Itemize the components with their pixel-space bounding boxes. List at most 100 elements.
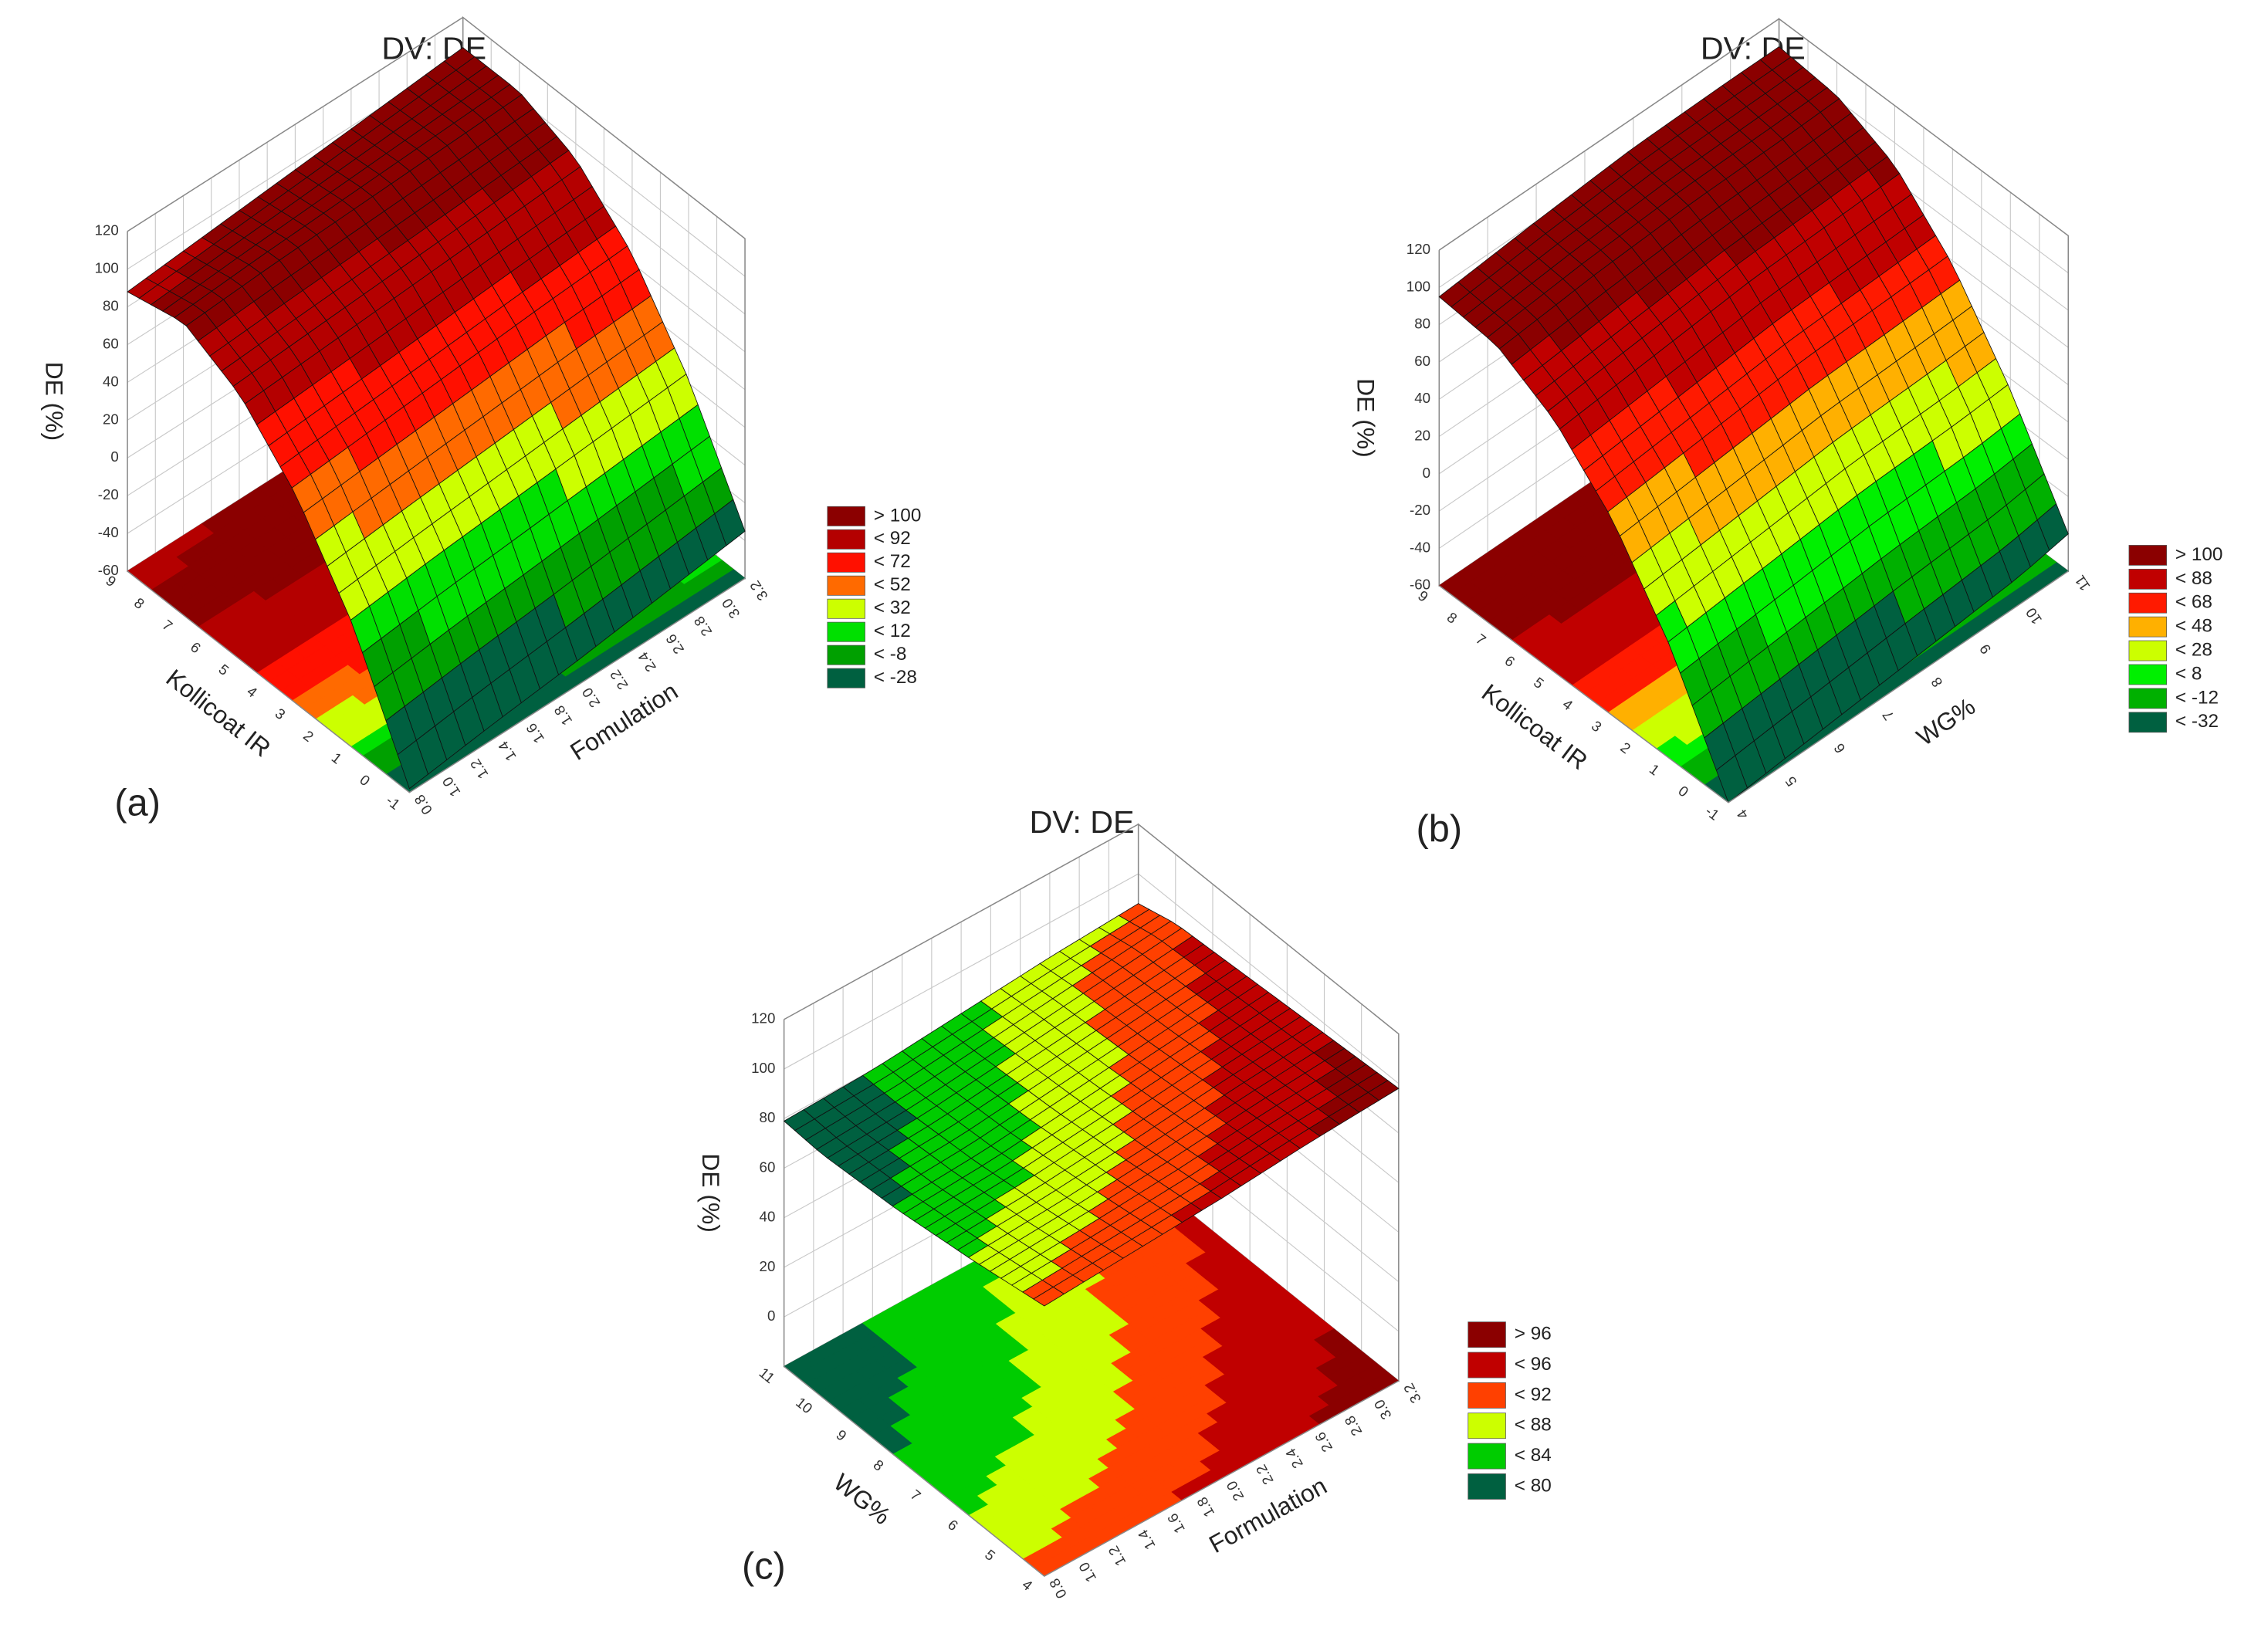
z-tick-label: 120	[95, 222, 119, 239]
y-tick-label: 6	[1830, 740, 1848, 756]
legend-label: < 48	[2175, 616, 2212, 637]
y-tick-label: 2.6	[662, 631, 687, 657]
y-tick-label: 1.8	[1193, 1494, 1217, 1520]
x-tick-label: 3	[272, 705, 289, 722]
legend-swatch	[1467, 1473, 1506, 1500]
legend-swatch	[2128, 592, 2168, 614]
chart-title: DV: DE	[1030, 804, 1135, 840]
x-axis-label: Kollicoat IR	[1477, 678, 1593, 775]
surface-cell	[397, 739, 429, 790]
y-tick-label: 1.4	[495, 739, 520, 764]
y-tick-label: 1.8	[551, 702, 576, 728]
z-tick-label: -60	[1410, 577, 1430, 593]
legend-label: < 28	[2175, 639, 2212, 660]
legend-label: < 68	[2175, 592, 2212, 613]
surface-cell	[1032, 1287, 1065, 1307]
y-tick-label: 1.0	[1075, 1560, 1099, 1585]
legend-swatch	[827, 575, 865, 596]
x-tick-label: 7	[1473, 631, 1489, 648]
y-tick-label: 1.2	[1105, 1543, 1129, 1568]
y-tick-label: 1.2	[467, 756, 492, 782]
box-edge	[1438, 18, 1779, 251]
box-edge	[784, 824, 1139, 1020]
x-tick-label: 6	[1501, 652, 1518, 670]
legend-label: < 92	[874, 528, 911, 549]
y-tick-label: 1.0	[439, 774, 464, 800]
z-tick-label: 80	[1414, 316, 1430, 332]
y-tick-label: 10	[2023, 605, 2045, 628]
x-tick-label: 2	[300, 727, 317, 745]
y-tick-label: 8	[1928, 675, 1945, 690]
x-axis-label: WG%	[828, 1468, 895, 1530]
surface-chart: DV: DE(b) -101234567894567891011-60-40-20…	[1352, 17, 2223, 850]
legend-swatch	[827, 668, 865, 688]
legend-label: < -8	[874, 644, 907, 665]
z-tick-label: 0	[110, 448, 118, 465]
x-tick-label: 2	[1617, 739, 1633, 756]
legend-swatch	[2128, 712, 2168, 733]
legend-swatch	[1467, 1412, 1506, 1439]
z-tick-label: -40	[98, 524, 119, 540]
y-tick-label: 2.8	[1341, 1413, 1365, 1439]
z-tick-label: 100	[1406, 278, 1430, 294]
y-tick-label: 2.4	[1282, 1446, 1306, 1471]
x-tick-label: 5	[215, 661, 232, 678]
x-tick-label: 5	[1531, 674, 1547, 692]
z-tick-label: -40	[1410, 539, 1430, 555]
legend-swatch	[827, 598, 865, 619]
y-tick-label: 2.2	[1253, 1462, 1277, 1487]
y-tick-label: 0.8	[411, 792, 435, 817]
y-axis-label: Formulation	[1204, 1471, 1332, 1558]
x-tick-label: 4	[1559, 695, 1576, 713]
z-tick-label: 80	[103, 298, 119, 314]
y-tick-label: 0.8	[1046, 1576, 1070, 1602]
y-tick-label: 5	[1782, 773, 1799, 789]
z-tick-label: 20	[760, 1258, 776, 1274]
z-tick-label: 120	[751, 1010, 775, 1027]
panel-label: (a)	[114, 782, 161, 824]
legend-swatch	[827, 506, 865, 526]
y-tick-label: 9	[1976, 641, 1994, 657]
z-tick-label: 120	[1406, 241, 1430, 257]
z-tick-label: 60	[103, 335, 119, 351]
box-edge	[1438, 570, 2069, 803]
z-tick-label: 100	[95, 260, 119, 276]
box-edge	[784, 1365, 1400, 1577]
legend-label: < 88	[2175, 568, 2212, 589]
x-tick-label: 0	[357, 771, 373, 789]
legend-swatch	[827, 552, 865, 573]
legend-swatch	[827, 529, 865, 550]
surface-cell	[1715, 755, 1748, 803]
y-tick-label: 2.2	[607, 667, 631, 692]
legend-label: > 100	[2175, 544, 2223, 565]
surface-chart: DV: DE (c) 4 5 6 7 8 9 10 11 0.81.01.21.41.61.82.0…	[697, 804, 1552, 1602]
x-tick-label: 1	[1647, 761, 1663, 779]
z-tick-label: 20	[1414, 428, 1430, 444]
x-tick-label: -1	[1702, 803, 1722, 824]
z-tick-label: -20	[1410, 502, 1430, 518]
legend-label: < 8	[2175, 663, 2202, 684]
panel-label: (b)	[1417, 808, 1463, 850]
x-tick-label: 7	[159, 617, 175, 634]
z-tick-label: 40	[760, 1209, 776, 1225]
z-tick-label: -60	[98, 562, 119, 578]
x-tick-label: 7	[908, 1487, 924, 1504]
legend-swatch	[1467, 1382, 1506, 1409]
y-axis-label: WG%	[1911, 692, 1980, 752]
x-axis-label: Kollicoat IR	[161, 664, 276, 763]
panel-label: (c)	[742, 1546, 786, 1588]
y-tick-label: 1.4	[1135, 1527, 1159, 1552]
box-edge	[127, 570, 746, 793]
legend-swatch	[1467, 1352, 1506, 1379]
legend-swatch	[2128, 568, 2168, 590]
legend-swatch	[1467, 1321, 1506, 1348]
y-tick-label: 2.0	[1223, 1478, 1247, 1504]
y-tick-label: 3.0	[1371, 1397, 1395, 1423]
z-tick-label: -20	[98, 486, 119, 502]
legend-label: < 72	[874, 551, 911, 572]
x-tick-label: 6	[188, 638, 204, 656]
z-tick-label: 80	[760, 1109, 776, 1125]
legend-swatch	[827, 644, 865, 665]
y-tick-label: 1.6	[523, 720, 547, 746]
